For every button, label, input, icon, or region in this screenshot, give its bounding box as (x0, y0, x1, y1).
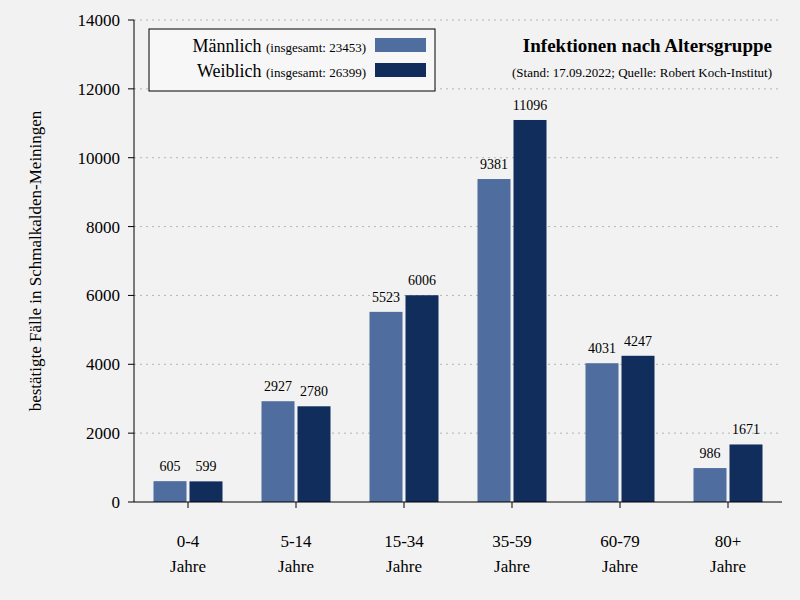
data-label: 2927 (264, 379, 292, 394)
bars (154, 120, 763, 502)
x-tick (296, 502, 297, 508)
y-tick (128, 88, 134, 89)
bar (586, 363, 619, 502)
y-tick (128, 226, 134, 227)
chart: 0 2000 4000 6000 8000 10000 12000 14000 605 2927 5… (0, 0, 800, 600)
x-tick-label-line: Jahre (278, 557, 314, 576)
y-axis-label: bestätigte Fälle in Schmalkalden-Meining… (26, 110, 45, 411)
x-tick-label: 5-14 Jahre (278, 532, 314, 576)
x-tick-label: 35-59 Jahre (492, 532, 532, 576)
y-tick-label: 12000 (78, 80, 121, 99)
y-axis (134, 20, 135, 502)
x-tick (620, 502, 621, 508)
legend-name: Männlich (192, 36, 266, 56)
y-tick-label: 6000 (86, 286, 120, 305)
data-label: 5523 (372, 290, 400, 305)
bar (370, 312, 403, 502)
x-tick-label-line: 0-4 (177, 532, 200, 551)
bar (262, 401, 295, 502)
legend-label: Weiblich (insgesamt: 26399) (197, 61, 366, 81)
y-tick-label: 14000 (78, 11, 121, 30)
x-tick (728, 502, 729, 508)
bar (298, 406, 331, 502)
grid-line (134, 20, 782, 21)
legend-total: (insgesamt: 26399) (266, 65, 366, 80)
y-tick-label: 10000 (78, 149, 121, 168)
y-tick (128, 433, 134, 434)
x-tick-label: 15-34 Jahre (384, 532, 424, 576)
x-tick-label-line: Jahre (710, 557, 746, 576)
data-label: 11096 (513, 98, 547, 113)
bar (694, 468, 727, 502)
data-label: 605 (160, 459, 181, 474)
y-tick-label: 0 (112, 493, 121, 512)
x-tick-label-line: 35-59 (492, 532, 532, 551)
x-tick-label-line: Jahre (602, 557, 638, 576)
y-tick-label: 4000 (86, 355, 120, 374)
legend-swatch (375, 38, 426, 52)
x-axis (134, 502, 782, 503)
y-tick-label: 8000 (86, 218, 120, 237)
title: Infektionen nach Altersgruppe (523, 35, 772, 56)
data-label: 2780 (300, 384, 328, 399)
bar (514, 120, 547, 502)
bar (406, 295, 439, 502)
legend-box (149, 29, 435, 91)
grid-line (134, 364, 782, 365)
y-tick (128, 502, 134, 503)
y-tick (128, 295, 134, 296)
y-tick-label: 2000 (86, 424, 120, 443)
legend-name: Weiblich (197, 61, 266, 81)
bar (622, 356, 655, 502)
grid-line (134, 433, 782, 434)
grid-line (134, 226, 782, 227)
x-tick (188, 502, 189, 508)
x-tick-label: 80+ Jahre (710, 532, 746, 576)
x-tick-label-line: 5-14 (280, 532, 312, 551)
legend-swatch (375, 63, 426, 77)
y-tick (128, 364, 134, 365)
x-tick (404, 502, 405, 508)
legend-total: (insgesamt: 23453) (266, 40, 366, 55)
grid-line (134, 295, 782, 296)
x-tick-label-line: 15-34 (384, 532, 424, 551)
background (0, 0, 800, 600)
data-label: 986 (700, 446, 721, 461)
y-tick (128, 157, 134, 158)
data-label: 4031 (588, 341, 616, 356)
x-tick-label-line: Jahre (386, 557, 422, 576)
bar (730, 444, 763, 502)
data-label: 9381 (480, 157, 508, 172)
bar (478, 179, 511, 502)
bar (154, 481, 187, 502)
x-tick-label: 60-79 Jahre (600, 532, 640, 576)
legend-label: Männlich (insgesamt: 23453) (192, 36, 366, 56)
bar (190, 481, 223, 502)
x-tick-label-line: Jahre (170, 557, 206, 576)
grid-line (134, 157, 782, 158)
x-tick-label-line: 60-79 (600, 532, 640, 551)
data-label: 4247 (624, 334, 652, 349)
data-label: 599 (196, 459, 217, 474)
data-label: 1671 (732, 422, 760, 437)
data-label: 6006 (408, 273, 436, 288)
x-tick-label-line: Jahre (494, 557, 530, 576)
x-tick-label-line: 80+ (715, 532, 742, 551)
x-tick-label: 0-4 Jahre (170, 532, 206, 576)
x-tick (512, 502, 513, 508)
subtitle: (Stand: 17.09.2022; Quelle: Robert Koch-… (512, 65, 772, 80)
y-tick (128, 20, 134, 21)
